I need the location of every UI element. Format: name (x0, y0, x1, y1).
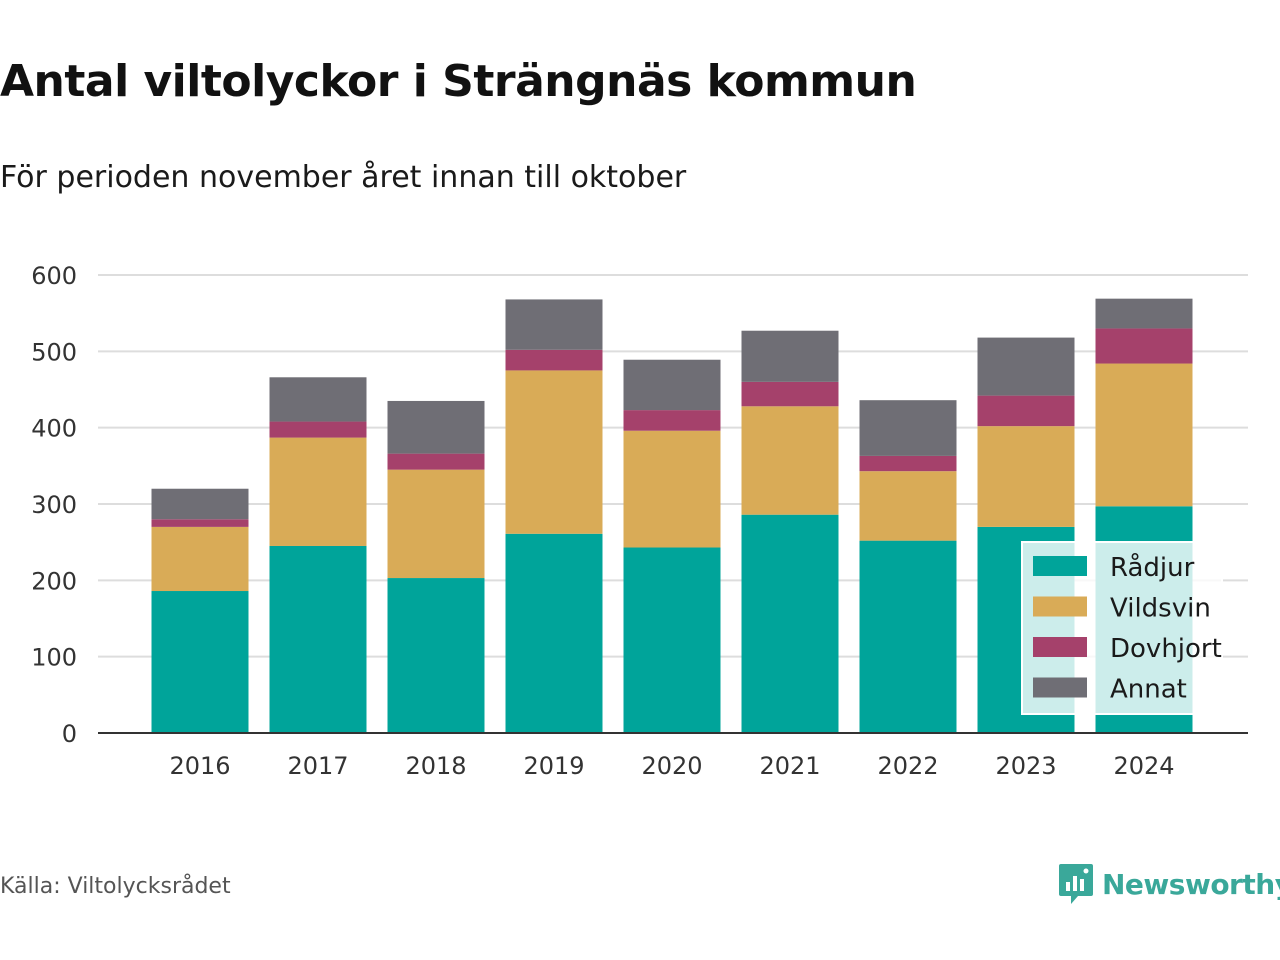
legend-swatch (1033, 596, 1087, 617)
bar-segment (859, 455, 957, 472)
bar-segment (505, 370, 603, 534)
y-tick-label: 400 (31, 415, 77, 443)
bar-segment (505, 299, 603, 350)
y-tick-label: 300 (31, 491, 77, 519)
bar-segment (151, 591, 249, 733)
legend-label: Vildsvin (1110, 594, 1211, 624)
bar-segment (977, 337, 1075, 396)
bar-segment (151, 488, 249, 520)
y-tick-label: 600 (31, 262, 77, 290)
bar-segment (1095, 328, 1193, 364)
bar-segment (387, 453, 485, 470)
brand-logo: Newsworthy (1058, 862, 1280, 906)
bar-segment (1095, 298, 1193, 329)
bar-segment (977, 395, 1075, 427)
legend-swatch (1033, 677, 1087, 698)
x-tick-label: 2019 (523, 752, 584, 780)
y-axis-ticks: 0 100 200 300 400 500 600 (31, 262, 77, 748)
legend-label: Rådjur (1110, 552, 1195, 583)
bar-segment (387, 469, 485, 579)
bar-segment (269, 377, 367, 422)
bar-segment (859, 471, 957, 541)
x-tick-label: 2020 (641, 752, 702, 780)
bar-segment (623, 359, 721, 411)
bar-segment (859, 540, 957, 733)
x-tick-label: 2021 (759, 752, 820, 780)
bar-segment (623, 430, 721, 548)
legend-swatch (1033, 556, 1087, 576)
bar-segment (151, 526, 249, 592)
legend: Rådjur Vildsvin Dovhjort Annat (1021, 541, 1223, 715)
bar-segment (505, 349, 603, 371)
bar-segment (151, 519, 249, 527)
x-tick-label: 2024 (1113, 752, 1174, 780)
bar-segment (741, 514, 839, 733)
x-axis-ticks: 2016 2017 2018 2019 2020 2021 2022 2023 2024 (169, 752, 1174, 780)
bar-segment (741, 330, 839, 382)
x-tick-label: 2023 (995, 752, 1056, 780)
x-tick-label: 2016 (169, 752, 230, 780)
legend-swatch (1033, 637, 1087, 657)
bar-segment (505, 533, 603, 733)
x-tick-label: 2018 (405, 752, 466, 780)
y-tick-label: 0 (62, 720, 77, 748)
bar-segment (1095, 363, 1193, 507)
bar-segment (269, 545, 367, 733)
y-tick-label: 200 (31, 567, 77, 595)
chart-subtitle: För perioden november året innan till ok… (0, 160, 687, 195)
x-tick-label: 2022 (877, 752, 938, 780)
brand-name: Newsworthy (1102, 867, 1280, 901)
legend-label: Annat (1110, 675, 1187, 705)
bar-segment (623, 410, 721, 431)
bar-segment (741, 381, 839, 407)
bar-segment (741, 406, 839, 515)
bar-segment (859, 400, 957, 456)
bars (151, 298, 1193, 733)
chart-title: Antal viltolyckor i Strängnäs kommun (0, 56, 917, 107)
bar-segment (977, 426, 1075, 527)
source-note: Källa: Viltolycksrådet (0, 874, 231, 899)
legend-label: Dovhjort (1110, 634, 1222, 664)
x-tick-label: 2017 (287, 752, 348, 780)
newsworthy-logo-icon (1059, 864, 1093, 904)
bar-segment (387, 400, 485, 454)
y-tick-label: 500 (31, 338, 77, 366)
bar-segment (269, 421, 367, 438)
bar-segment (387, 578, 485, 733)
y-tick-label: 100 (31, 644, 77, 672)
bar-segment (269, 437, 367, 546)
bar-segment (623, 547, 721, 733)
